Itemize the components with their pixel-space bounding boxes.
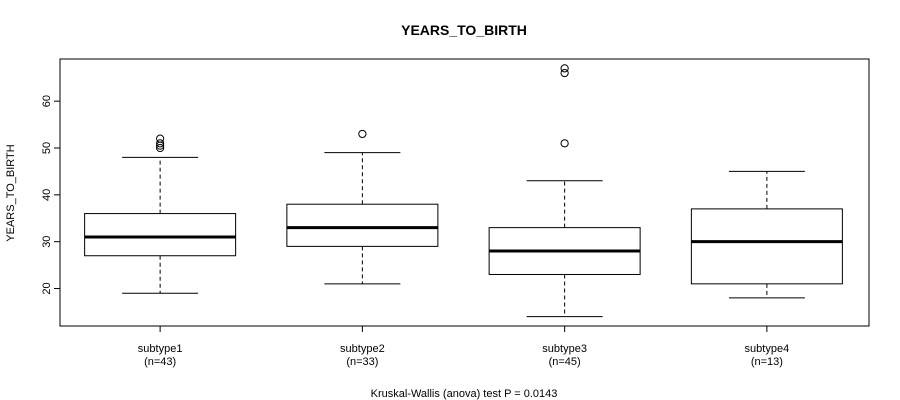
iqr-box (286, 203, 439, 247)
chart-title: YEARS_TO_BIRTH (401, 22, 527, 38)
box-subtype1 (84, 134, 237, 294)
outlier-point (156, 134, 165, 143)
y-tick-label: 20 (41, 282, 53, 294)
x-tick-label: subtype1 (138, 343, 183, 355)
plot-frame (59, 58, 870, 327)
x-tick-count-label: (n=43) (144, 356, 176, 368)
test-footer: Kruskal-Wallis (anova) test P = 0.0143 (371, 388, 558, 400)
x-tick-label: subtype4 (745, 343, 790, 355)
y-tick-label: 40 (41, 189, 53, 201)
outlier-point (156, 139, 165, 148)
x-tick-label: subtype3 (542, 343, 587, 355)
x-tick-count-label: (n=13) (751, 356, 783, 368)
x-tick-count-label: (n=33) (346, 356, 378, 368)
boxes (84, 64, 843, 318)
outlier-point (156, 143, 165, 153)
outlier-point (358, 129, 367, 139)
box-subtype4 (690, 170, 843, 299)
iqr-box (84, 213, 237, 257)
x-tick-label: subtype2 (340, 343, 385, 355)
y-tick-label: 50 (41, 142, 53, 154)
y-tick-label: 30 (41, 236, 53, 248)
x-tick-count-label: (n=45) (549, 356, 581, 368)
outlier-point (560, 68, 569, 78)
x-axis: subtype1(n=43) subtype2(n=33) subtype3(n=4… (138, 325, 790, 368)
outlier-point (560, 64, 569, 73)
iqr-box (690, 208, 843, 285)
y-tick-label: 60 (41, 95, 53, 107)
box-subtype3 (488, 64, 641, 318)
y-axis-label: YEARS_TO_BIRTH (5, 144, 17, 241)
outlier-point (560, 139, 569, 148)
box-subtype2 (286, 129, 439, 285)
y-axis: 20 30 40 50 60 (41, 95, 61, 295)
